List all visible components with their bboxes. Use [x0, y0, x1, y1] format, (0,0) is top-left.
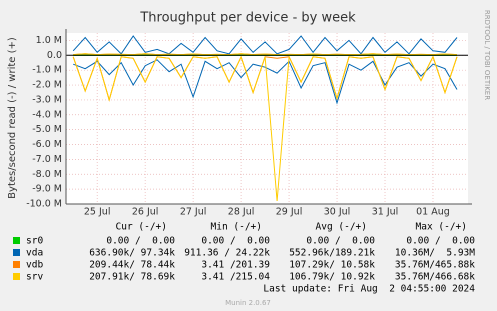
side-text: RRDTOOL / TOBI OETIKER	[483, 10, 491, 100]
table-cell: 107.29k/ 10.58k	[289, 260, 375, 271]
y-tick-label: -3.0 M	[32, 94, 62, 105]
table-cell: 3.41 /201.39	[201, 260, 270, 271]
legend-label: vdb	[26, 260, 43, 271]
y-tick-label: 0.0	[47, 50, 62, 61]
table-header: Cur (-/+)	[116, 222, 167, 233]
last-update: Last update: Fri Aug 2 04:55:00 2024	[263, 284, 475, 295]
table-cell: 0.00 / 0.00	[106, 236, 175, 247]
x-tick-label: 28 Jul	[228, 207, 255, 218]
chart-title: Throughput per device - by week	[139, 11, 356, 26]
y-tick-label: -5.0 M	[32, 124, 62, 135]
legend-swatch	[13, 237, 20, 244]
table-header: Avg (-/+)	[316, 222, 367, 233]
legend-label: vda	[26, 248, 43, 259]
table-cell: 552.96k/189.21k	[289, 248, 375, 259]
y-tick-label: -2.0 M	[32, 80, 62, 91]
table-cell: 10.36M/ 5.93M	[395, 248, 475, 259]
table-cell: 106.79k/ 10.92k	[289, 272, 375, 283]
table-cell: 207.91k/ 78.69k	[89, 272, 175, 283]
x-tick-label: 01 Aug	[416, 207, 450, 218]
y-tick-label: -7.0 M	[32, 154, 62, 165]
legend-swatch	[13, 261, 20, 268]
legend-label: sr0	[26, 236, 43, 247]
series-line	[72, 54, 458, 202]
table-cell: 3.41 /215.04	[201, 272, 270, 283]
table-cell: 0.00 / 0.00	[306, 236, 375, 247]
y-tick-label: -6.0 M	[32, 139, 62, 150]
x-tick-label: 26 Jul	[132, 207, 159, 218]
y-tick-label: -8.0 M	[32, 169, 62, 180]
y-axis-label: Bytes/second read (-) / write (+)	[7, 37, 18, 199]
table-cell: 636.90k/ 97.34k	[89, 248, 175, 259]
y-tick-label: -1.0 M	[32, 65, 62, 76]
series-line	[73, 59, 458, 105]
table-cell: 209.44k/ 78.44k	[89, 260, 175, 271]
y-tick-label: -10.0 M	[26, 199, 62, 210]
x-tick-label: 29 Jul	[276, 207, 303, 218]
table-cell: 35.76M/466.68k	[395, 272, 475, 283]
x-tick-label: 27 Jul	[180, 207, 207, 218]
table-header: Min (-/+)	[211, 222, 262, 233]
legend-swatch	[13, 249, 20, 256]
plot-area	[66, 33, 468, 204]
y-tick-label: -4.0 M	[32, 109, 62, 120]
table-cell: 911.36 / 24.22k	[184, 248, 270, 259]
series-line	[72, 35, 458, 55]
x-tick-label: 31 Jul	[372, 207, 399, 218]
table-cell: 35.76M/465.88k	[395, 260, 475, 271]
y-tick-label: -9.0 M	[32, 184, 62, 195]
table-cell: 0.00 / 0.00	[201, 236, 270, 247]
legend-label: srv	[26, 272, 43, 283]
table-cell: 0.00 / 0.00	[406, 236, 475, 247]
table-header: Max (-/+)	[416, 222, 467, 233]
footer: Munin 2.0.67	[225, 299, 271, 307]
x-tick-label: 25 Jul	[84, 207, 111, 218]
x-tick-label: 30 Jul	[324, 207, 351, 218]
series-line	[73, 53, 458, 56]
y-tick-label: 1.0 M	[36, 35, 62, 46]
legend-swatch	[13, 273, 20, 280]
